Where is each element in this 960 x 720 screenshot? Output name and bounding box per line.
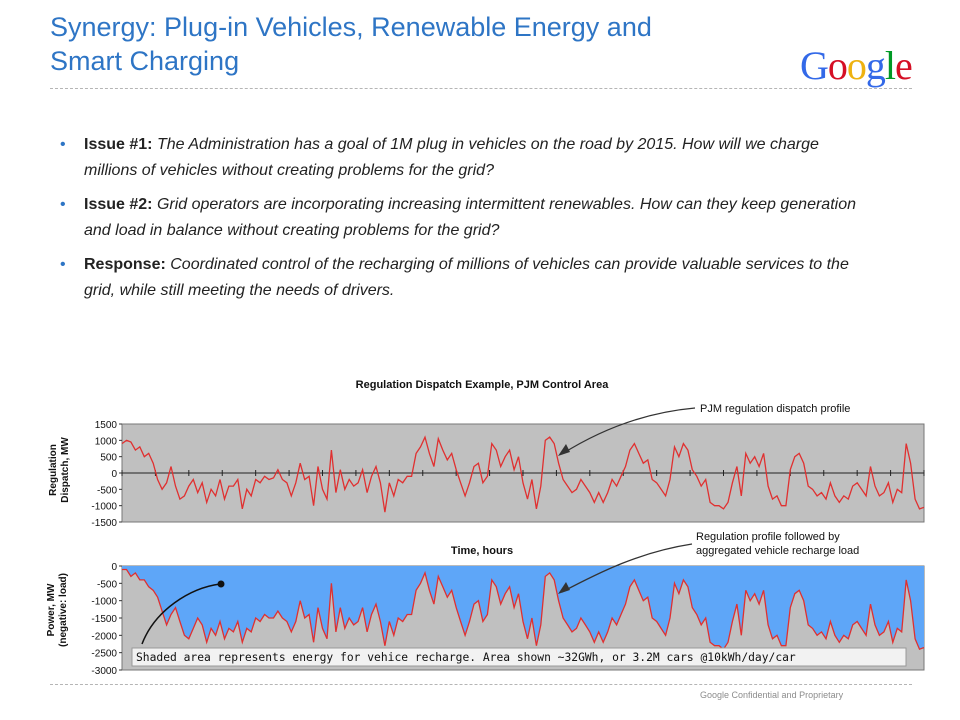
bullet-item: • Response: Coordinated control of the r…: [60, 252, 860, 304]
charts-svg: Regulation Dispatch Example, PJM Control…: [46, 379, 925, 677]
slide-title-line-1: Synergy: Plug-in Vehicles, Renewable Ene…: [50, 12, 652, 42]
bullet-label: Issue #2:: [84, 196, 153, 213]
y-tick-label: 1000: [95, 436, 118, 447]
bullet-text: The Administration has a goal of 1M plug…: [84, 136, 819, 179]
google-logo: Google: [800, 42, 913, 89]
logo-letter: e: [895, 43, 913, 88]
y-tick-label: 1500: [95, 420, 118, 431]
bullet-label: Response:: [84, 256, 166, 273]
logo-letter: o: [827, 43, 848, 88]
y-tick-label: -1500: [91, 518, 117, 529]
bullet-item: • Issue #2: Grid operators are incorpora…: [60, 192, 860, 244]
arrow-head: [558, 582, 570, 594]
y-tick-label: -1500: [91, 614, 117, 625]
bullet-text: Coordinated control of the recharging of…: [84, 256, 849, 299]
bullet-item: • Issue #1: The Administration has a goa…: [60, 132, 860, 184]
slide-title: Synergy: Plug-in Vehicles, Renewable Ene…: [50, 10, 790, 78]
y-tick-label: -2500: [91, 649, 117, 660]
chart-2-annotation: Regulation profile followed by aggregate…: [696, 531, 859, 557]
slide-title-line-2: Smart Charging: [50, 46, 240, 76]
chart-2-caption: Shaded area represents energy for vehice…: [136, 651, 796, 664]
y-tick-label: -500: [97, 579, 117, 590]
header-divider: [50, 88, 912, 89]
y-tick-label: -3000: [91, 666, 117, 677]
footer-confidential: Google Confidential and Proprietary: [700, 690, 844, 700]
bullet-dot: •: [60, 136, 66, 153]
shaded-area: [122, 566, 924, 650]
y-tick-label: -1000: [91, 597, 117, 608]
caption-pointer: [141, 583, 221, 645]
chart-2-ylabel: Power, MW(negative: load): [46, 573, 69, 647]
chart-2-annotation-line-2: aggregated vehicle recharge load: [696, 545, 859, 557]
series-line: [121, 435, 925, 513]
chart-1-title: Regulation Dispatch Example, PJM Control…: [356, 379, 610, 391]
y-tick-label: 0: [111, 562, 117, 573]
annotation-arrow: [561, 407, 696, 455]
bullet-list: • Issue #1: The Administration has a goa…: [60, 132, 860, 312]
annotation-arrow: [561, 543, 693, 593]
caption-box: [131, 647, 907, 667]
y-tick-label: -500: [97, 485, 117, 496]
logo-letter: l: [884, 43, 896, 88]
charts-figure: Regulation Dispatch Example, PJM Control…: [40, 372, 930, 678]
caption-pointer-dot: [217, 580, 225, 588]
bullet-text: Grid operators are incorporating increas…: [84, 196, 856, 239]
bullet-dot: •: [60, 256, 66, 273]
y-tick-label: 500: [100, 453, 117, 464]
y-tick-label: -2000: [91, 631, 117, 642]
bullet-dot: •: [60, 196, 66, 213]
footer-divider: [50, 684, 912, 685]
chart-1-xlabel: Time, hours: [451, 545, 513, 557]
logo-letter: g: [865, 43, 886, 88]
logo-letter: o: [846, 43, 867, 88]
series-line: [122, 568, 925, 651]
chart-1-ylabel: RegulationDispatch, MW: [48, 437, 71, 503]
y-tick-label: -1000: [91, 502, 117, 513]
y-tick-label: 0: [111, 469, 117, 480]
chart-2-annotation-line-1: Regulation profile followed by: [696, 531, 840, 543]
logo-letter: G: [800, 43, 829, 88]
chart-1-plot: 1500 1000 500 0 -500 -1000 -1500: [91, 420, 925, 529]
bullet-label: Issue #1:: [84, 136, 153, 153]
chart-1-annotation: PJM regulation dispatch profile: [700, 403, 850, 415]
arrow-head: [558, 444, 570, 456]
